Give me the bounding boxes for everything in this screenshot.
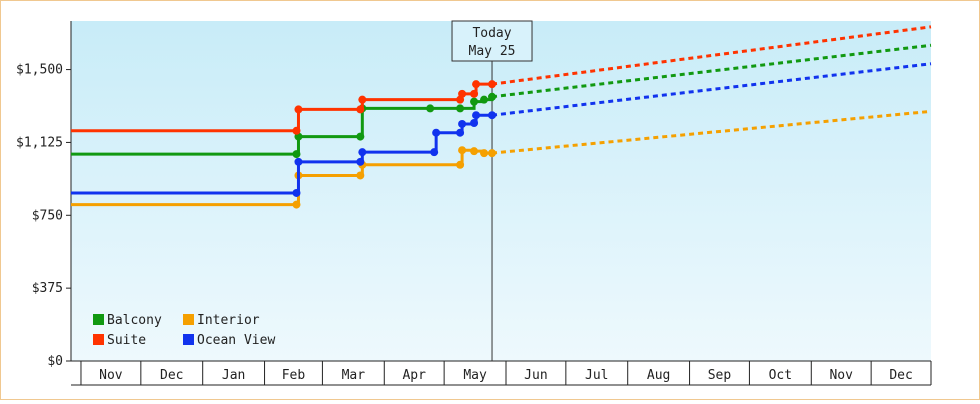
series-projection-line [491,62,932,117]
data-point [292,150,301,159]
series-ocean-view [71,62,932,197]
series-layer [71,25,932,209]
series-suite [71,25,932,135]
y-tick-label: $750 [32,208,63,223]
x-tick-label: Sep [708,368,732,383]
data-point [430,148,439,157]
data-point [472,80,481,89]
data-point [470,97,479,106]
data-point [456,128,465,137]
data-point [426,104,435,113]
legend-label: Ocean View [197,333,275,348]
x-axis: Nov Dec Jan Feb Mar Apr May Jun Jul Aug Sep Oct Nov D… [71,360,932,386]
data-point [356,105,365,114]
x-tick-label: Jul [585,368,608,383]
x-tick-label: Mar [342,368,366,383]
data-point [472,111,481,120]
x-tick-label: Apr [402,368,426,383]
data-point [488,149,497,158]
data-point [358,95,367,104]
y-tick-label: $1,500 [16,63,63,78]
legend-label: Interior [197,313,260,328]
legend-swatch [183,334,194,345]
data-point [470,89,479,98]
data-point [488,80,497,89]
y-tick-label: $1,125 [16,135,63,150]
today-label: Today [472,26,511,41]
data-point [458,119,467,128]
x-tick-label: Jan [222,368,245,383]
data-point [292,126,301,135]
x-tick-label: Dec [160,368,183,383]
legend-swatch [93,334,104,345]
today-marker: Today May 25 [451,20,533,361]
data-point [356,132,365,141]
x-tick-label: Nov [99,368,123,383]
data-point [294,105,303,114]
data-point [470,119,479,127]
today-date-label: May 25 [469,44,516,59]
data-point [292,200,301,209]
data-point [432,128,441,137]
y-tick-label: $375 [32,281,63,296]
data-point [356,171,365,180]
x-tick-label: Nov [829,368,853,383]
data-point [456,104,465,113]
data-point [480,149,489,158]
x-tick-label: Dec [889,368,912,383]
legend-label: Balcony [107,313,162,328]
x-tick-label: Feb [282,368,306,383]
legend-label: Suite [107,333,146,348]
x-tick-label: Jun [524,368,547,383]
today-label-box [451,20,533,62]
y-tick-label: $0 [47,354,63,369]
series-projection-line [491,109,932,155]
legend-swatch [183,314,194,325]
data-point [358,148,367,157]
data-point [356,157,365,166]
data-point [458,146,467,155]
data-point [294,157,303,166]
data-point [456,160,465,169]
series-projection-line [491,43,932,99]
data-point [488,111,497,120]
data-point [292,188,301,197]
x-tick-label: Oct [769,368,792,383]
legend: Balcony Interior Suite Ocean View [93,313,275,348]
legend-swatch [93,314,104,325]
data-point [470,147,479,156]
data-point [458,89,467,98]
x-tick-label: Aug [647,368,670,383]
data-point [480,95,489,104]
x-tick-label: May [463,368,487,383]
plot-background [71,21,931,361]
y-axis: $0 $375 $750 $1,125 $1,500 [16,21,72,369]
series-projection-line [491,25,932,86]
data-point [488,92,497,101]
